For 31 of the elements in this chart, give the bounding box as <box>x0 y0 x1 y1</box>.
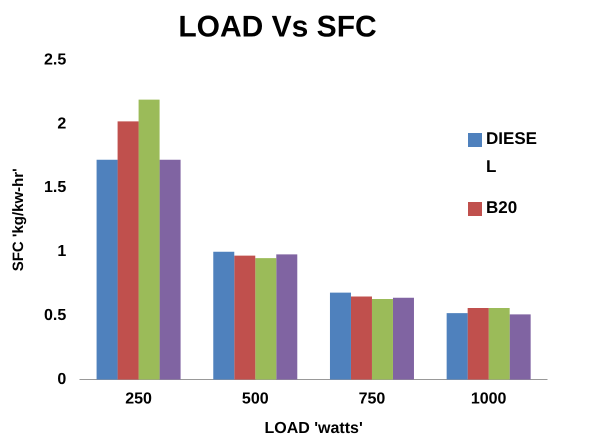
chart-title: LOAD Vs SFC <box>178 10 377 44</box>
x-tick-label: 250 <box>125 390 152 408</box>
y-tick-label: 2.5 <box>44 51 66 68</box>
bar <box>372 299 393 380</box>
bar <box>488 308 510 380</box>
y-tick-label: 0.5 <box>44 307 66 324</box>
y-tick-label: 1 <box>57 243 66 260</box>
bar <box>276 254 298 380</box>
bar <box>510 314 531 380</box>
bar <box>468 308 489 380</box>
bar <box>234 256 256 380</box>
bar <box>446 313 468 380</box>
bar <box>255 258 276 380</box>
legend-label: DIESEL <box>486 128 538 178</box>
bar <box>160 160 181 380</box>
x-tick-label: 500 <box>242 390 269 408</box>
bar <box>330 292 351 380</box>
x-axis-title: LOAD 'watts' <box>264 420 363 437</box>
bar <box>392 298 414 380</box>
bar <box>350 296 372 380</box>
legend-label: B20 <box>486 197 518 219</box>
y-tick-label: 2 <box>57 115 66 132</box>
bar <box>118 121 139 380</box>
bar <box>96 160 118 380</box>
y-axis-title: SFC 'kg/kw-hr' <box>10 168 28 272</box>
y-tick-label: 1.5 <box>44 179 66 196</box>
y-tick-label: 0 <box>57 371 66 388</box>
x-tick-label: 750 <box>358 390 386 408</box>
x-tick-label: 1000 <box>470 390 507 408</box>
bar <box>213 252 234 380</box>
bar <box>138 100 160 380</box>
